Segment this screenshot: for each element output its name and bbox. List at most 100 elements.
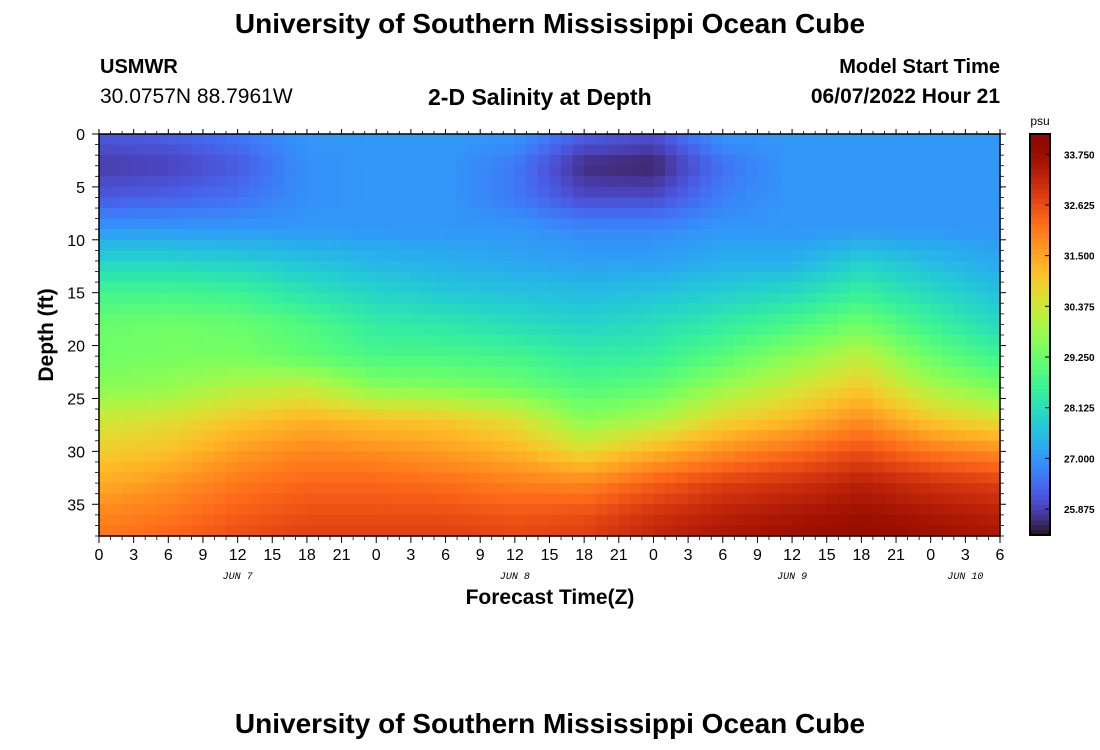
heatmap-cell (826, 165, 839, 177)
heatmap-cell (133, 440, 146, 452)
heatmap-cell (214, 229, 227, 241)
heatmap-cell (145, 271, 158, 283)
heatmap-cell (942, 409, 955, 421)
heatmap-cell (722, 514, 735, 527)
heatmap-cell (699, 239, 712, 251)
heatmap-cell (549, 409, 562, 421)
heatmap-cell (919, 451, 932, 463)
heatmap-cell (445, 440, 458, 452)
colorbar-step (1030, 324, 1050, 331)
heatmap-cell (514, 472, 527, 484)
heatmap-cell (907, 155, 920, 167)
heatmap-cell (445, 134, 458, 146)
heatmap-cell (630, 186, 643, 199)
heatmap-cell (653, 345, 666, 357)
heatmap-cell (133, 176, 146, 188)
heatmap-cell (249, 176, 262, 188)
heatmap-cell (122, 313, 135, 326)
heatmap-cell (988, 134, 1001, 146)
heatmap-cell (688, 419, 701, 431)
heatmap-cell (872, 356, 886, 368)
heatmap-cell (872, 514, 886, 527)
heatmap-cell (202, 483, 216, 495)
heatmap-cell (745, 197, 759, 209)
heatmap-cell (942, 186, 955, 199)
heatmap-cell (884, 134, 897, 146)
heatmap-cell (341, 271, 354, 283)
heatmap-cell (572, 144, 585, 156)
heatmap-cell (168, 134, 181, 146)
heatmap-cell (168, 472, 181, 484)
heatmap-cell (676, 155, 689, 167)
heatmap-cell (745, 335, 759, 347)
heatmap-cell (249, 250, 262, 262)
heatmap-cell (445, 303, 458, 315)
heatmap-cell (249, 451, 262, 463)
heatmap-cell (676, 239, 689, 251)
heatmap-cell (792, 218, 805, 230)
heatmap-cell (988, 398, 1001, 410)
colorbar-step (1030, 444, 1050, 451)
heatmap-cell (803, 387, 816, 400)
heatmap-cell (145, 303, 158, 315)
heatmap-cell (410, 208, 424, 220)
heatmap-cell (757, 229, 770, 241)
heatmap-cell (907, 239, 920, 251)
heatmap-cell (514, 483, 527, 495)
heatmap-cell (561, 504, 574, 516)
heatmap-cell (133, 525, 146, 537)
heatmap-cell (122, 345, 135, 357)
heatmap-cell (272, 451, 285, 463)
heatmap-cell (572, 345, 585, 357)
heatmap-cell (145, 165, 158, 177)
heatmap-cell (665, 335, 678, 347)
heatmap-cell (584, 525, 597, 537)
heatmap-cell (757, 525, 770, 537)
heatmap-cell (468, 419, 481, 431)
heatmap-cell (665, 419, 678, 431)
heatmap-cell (584, 483, 597, 495)
heatmap-cell (156, 440, 169, 452)
heatmap-cell (214, 208, 227, 220)
heatmap-cell (607, 472, 620, 484)
heatmap-cell (768, 345, 782, 357)
heatmap-cell (607, 208, 620, 220)
heatmap-cell (861, 239, 874, 251)
heatmap-cell (272, 250, 285, 262)
heatmap-cell (526, 144, 539, 156)
y-tick-label: 20 (67, 339, 85, 356)
heatmap-cell (734, 525, 747, 537)
heatmap-cell (480, 303, 493, 315)
heatmap-cell (422, 229, 435, 241)
heatmap-cell (295, 525, 308, 537)
colorbar-step (1030, 149, 1050, 155)
heatmap-cell (330, 165, 343, 177)
heatmap-cell (618, 356, 631, 368)
heatmap-cell (826, 356, 839, 368)
heatmap-cell (272, 155, 285, 167)
heatmap-cell (110, 218, 123, 230)
heatmap-cell (364, 218, 377, 230)
y-tick-label: 25 (67, 391, 85, 408)
heatmap-cell (330, 345, 343, 357)
heatmap-cell (145, 525, 158, 537)
heatmap-cell (191, 440, 204, 452)
heatmap-cell (133, 504, 146, 516)
heatmap-cell (353, 239, 366, 251)
heatmap-cell (665, 229, 678, 241)
heatmap-cell (699, 525, 712, 537)
heatmap-cell (433, 504, 447, 516)
heatmap-cell (618, 345, 631, 357)
heatmap-cell (110, 366, 123, 378)
heatmap-cell (237, 525, 250, 537)
heatmap-cell (214, 440, 227, 452)
colorbar-step (1030, 304, 1050, 311)
heatmap-cell (861, 197, 874, 209)
heatmap-cell (445, 250, 458, 262)
heatmap-cell (942, 218, 955, 230)
heatmap-cell (630, 313, 643, 326)
heatmap-cell (630, 197, 643, 209)
heatmap-cell (780, 525, 793, 537)
heatmap-cell (110, 525, 123, 537)
heatmap-cell (630, 155, 643, 167)
